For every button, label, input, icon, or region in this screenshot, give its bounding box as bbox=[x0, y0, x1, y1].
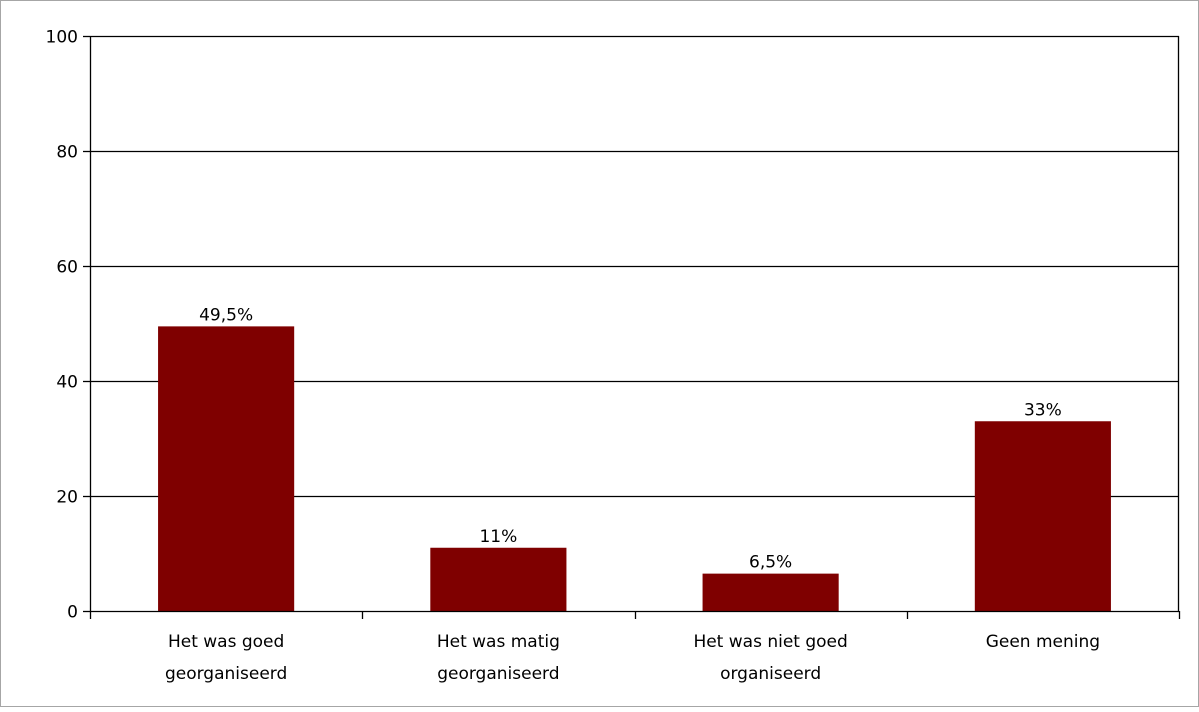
y-tick-label: 60 bbox=[56, 258, 78, 278]
x-category-label: organiseerd bbox=[720, 664, 821, 684]
data-label: 33% bbox=[1024, 400, 1062, 420]
y-tick-label: 40 bbox=[56, 373, 78, 393]
data-label: 49,5% bbox=[199, 305, 253, 325]
y-tick-label: 20 bbox=[56, 488, 78, 508]
bars bbox=[158, 326, 1111, 611]
x-category-label: Het was goed bbox=[168, 632, 284, 652]
data-label: 11% bbox=[479, 527, 517, 547]
x-category-label: georganiseerd bbox=[437, 664, 559, 684]
data-label: 6,5% bbox=[749, 553, 792, 573]
y-tick-label: 0 bbox=[67, 603, 78, 623]
x-category-label: Geen mening bbox=[986, 632, 1100, 652]
bar bbox=[430, 547, 567, 611]
bar bbox=[702, 573, 839, 611]
bar bbox=[158, 326, 295, 611]
x-category-label: georganiseerd bbox=[165, 664, 287, 684]
x-category-label: Het was niet goed bbox=[693, 632, 847, 652]
labels: 0 20 40 60 80 100 49,5% Het was goed georganisee… bbox=[46, 28, 1101, 685]
bar bbox=[974, 421, 1111, 611]
x-category-label: Het was matig bbox=[437, 632, 560, 652]
axes bbox=[83, 35, 1181, 619]
y-tick-label: 100 bbox=[46, 28, 78, 48]
y-tick-label: 80 bbox=[56, 143, 78, 163]
